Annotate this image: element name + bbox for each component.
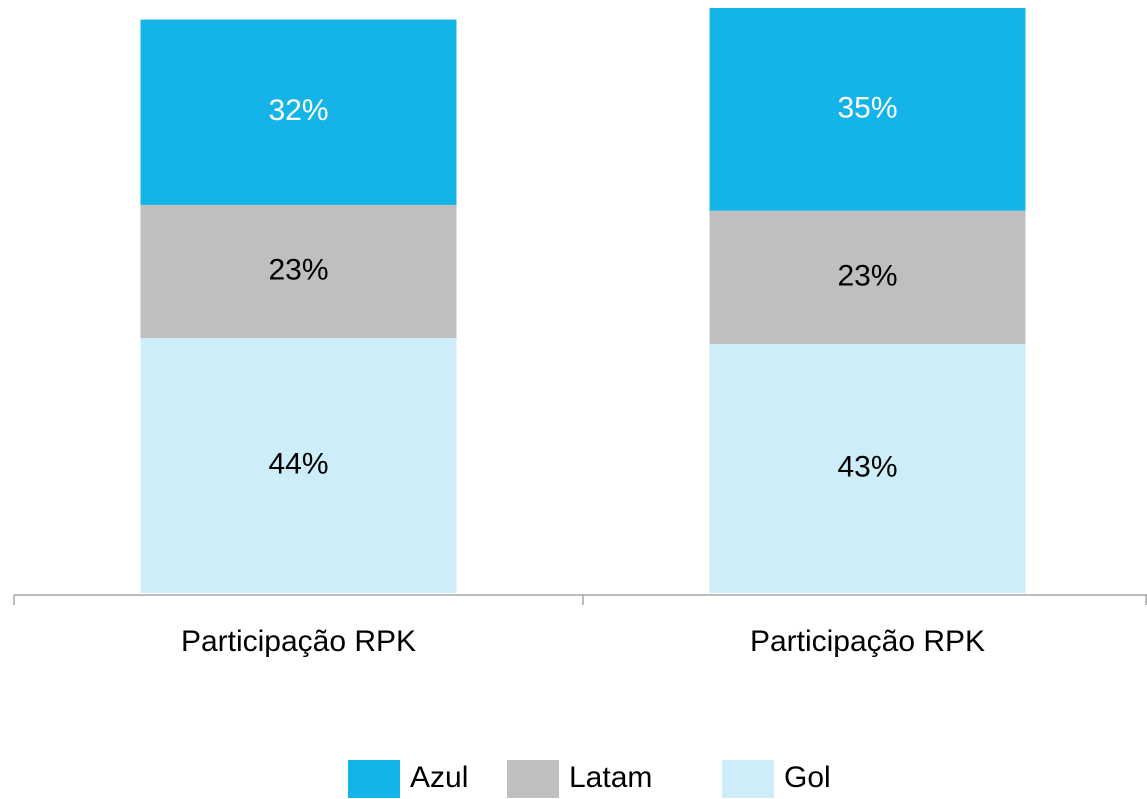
value-label: 23% (268, 253, 328, 286)
bar-segment (709, 343, 1026, 593)
legend-label: Gol (784, 761, 831, 794)
value-label: 43% (837, 450, 897, 483)
legend-label: Latam (569, 761, 652, 794)
value-label: 44% (268, 447, 328, 480)
legend-label: Azul (410, 761, 468, 794)
value-label: 32% (268, 94, 328, 127)
bar-segment (709, 8, 1026, 211)
legend-swatch (722, 760, 774, 798)
value-label: 35% (837, 91, 897, 124)
bar-segment (140, 204, 457, 339)
x-tick-label: Participação RPK (181, 625, 416, 658)
legend-swatch (507, 760, 559, 798)
bar-segment (140, 19, 457, 205)
bar-segment (709, 210, 1026, 344)
legend-swatch (348, 760, 400, 798)
value-label: 23% (837, 259, 897, 292)
x-tick-label: Participação RPK (750, 625, 985, 658)
bar-segment (140, 338, 457, 593)
